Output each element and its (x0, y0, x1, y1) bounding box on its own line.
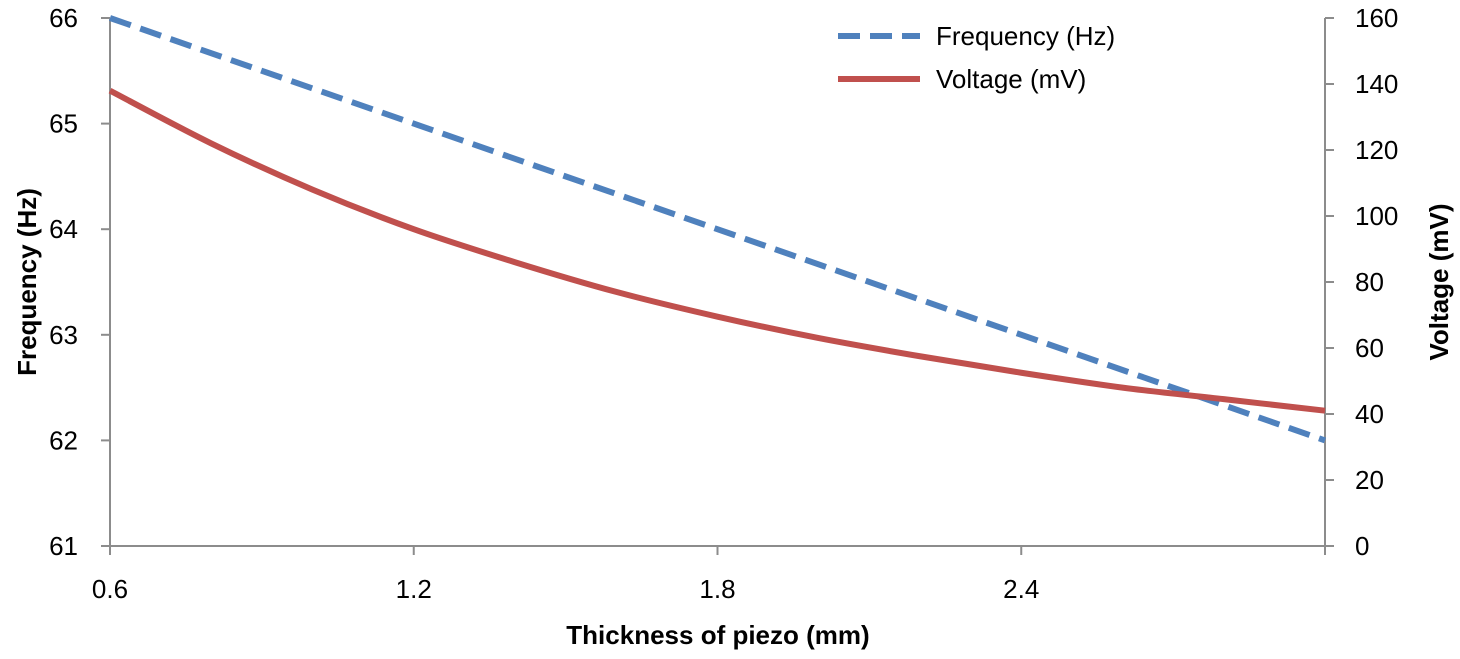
y-right-tick-label: 0 (1355, 531, 1369, 561)
y-left-tick-label: 66 (49, 3, 78, 33)
x-tick-label: 2.4 (1003, 574, 1039, 604)
y-left-tick-label: 62 (49, 425, 78, 455)
y-right-tick-label: 60 (1355, 333, 1384, 363)
y-left-tick-label: 63 (49, 320, 78, 350)
legend-label-frequency: Frequency (Hz) (936, 21, 1115, 51)
y-left-tick-label: 65 (49, 109, 78, 139)
y-left-tick-label: 61 (49, 531, 78, 561)
y-right-tick-label: 140 (1355, 69, 1398, 99)
y-left-axis-title: Frequency (Hz) (12, 188, 42, 376)
x-axis-title: Thickness of piezo (mm) (566, 620, 869, 650)
y-left-tick-label: 64 (49, 214, 78, 244)
legend-label-voltage: Voltage (mV) (936, 64, 1086, 94)
series-line-frequency (109, 15, 1326, 444)
axes: 0.6 1.2 1.8 2.4 61 62 63 64 65 66 0 20 40 60 80 100 120 1… (49, 3, 1398, 604)
y-right-tick-label: 40 (1355, 399, 1384, 429)
series-layer (108, 15, 1326, 444)
y-right-tick-label: 20 (1355, 465, 1384, 495)
series-line-voltage (108, 87, 1326, 414)
legend: Frequency (Hz) Voltage (mV) (838, 21, 1115, 94)
y-right-tick-label: 160 (1355, 3, 1398, 33)
y-right-tick-label: 120 (1355, 135, 1398, 165)
x-tick-label: 1.8 (699, 574, 735, 604)
y-right-tick-label: 80 (1355, 267, 1384, 297)
x-tick-label: 1.2 (396, 574, 432, 604)
y-right-axis-title: Voltage (mV) (1424, 204, 1454, 361)
y-right-tick-label: 100 (1355, 201, 1398, 231)
x-tick-label: 0.6 (92, 574, 128, 604)
